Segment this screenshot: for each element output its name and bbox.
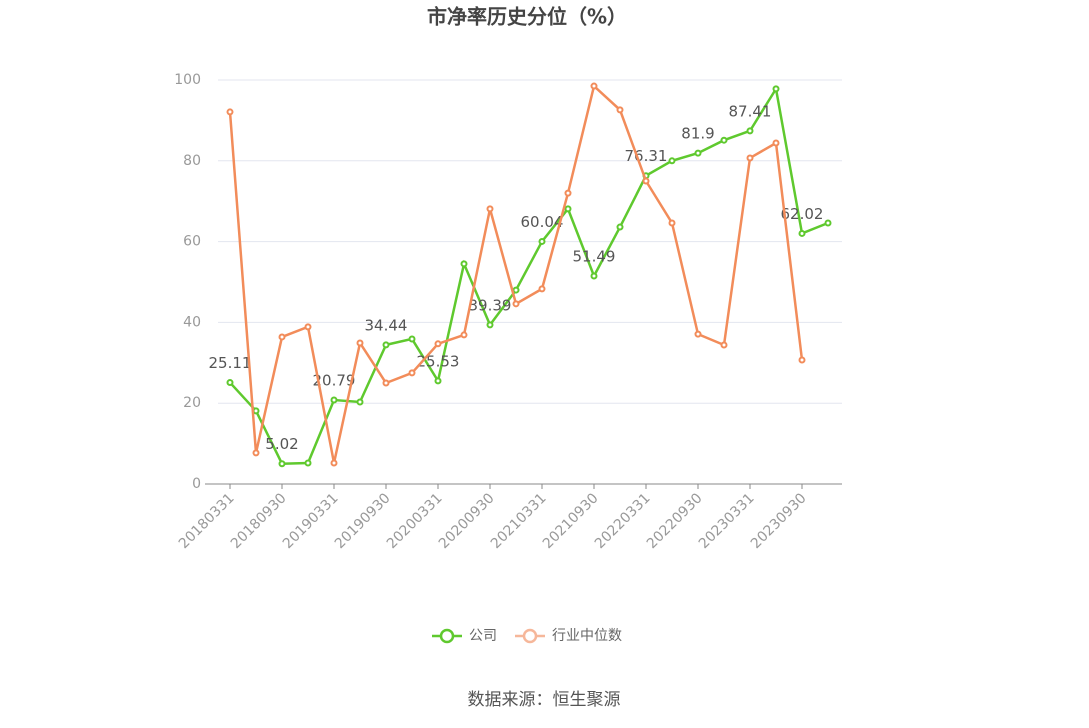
- point: [746, 154, 754, 162]
- point: [564, 205, 572, 213]
- point: [824, 219, 832, 227]
- point: [330, 396, 338, 404]
- legend-marker: [522, 628, 538, 644]
- legend-label: 行业中位数: [552, 628, 622, 644]
- x-tick-label: 20210331: [488, 490, 550, 552]
- point: [330, 459, 338, 467]
- point: [434, 377, 442, 385]
- legend-marker: [439, 628, 455, 644]
- x-tick-label: 20220930: [644, 490, 706, 552]
- value-label: 5.02: [265, 435, 298, 453]
- point: [460, 260, 468, 268]
- point: [356, 339, 364, 347]
- legend-item[interactable]: 行业中位数: [515, 628, 622, 644]
- point: [278, 333, 286, 341]
- legend-label: 公司: [469, 628, 497, 644]
- point: [382, 341, 390, 349]
- point: [226, 379, 234, 387]
- point: [668, 157, 676, 165]
- point: [304, 459, 312, 467]
- point: [694, 330, 702, 338]
- point: [590, 82, 598, 90]
- point: [486, 321, 494, 329]
- point: [772, 85, 780, 93]
- point: [720, 341, 728, 349]
- point: [252, 449, 260, 457]
- point: [512, 286, 520, 294]
- point: [616, 223, 624, 231]
- x-tick-label: 20180930: [228, 490, 290, 552]
- point: [564, 189, 572, 197]
- point: [408, 369, 416, 377]
- x-tick-label: 20200331: [384, 490, 446, 552]
- point: [226, 108, 234, 116]
- legend-item[interactable]: 公司: [432, 628, 497, 644]
- x-tick-label: 20190930: [332, 490, 394, 552]
- point: [772, 139, 780, 147]
- point: [486, 205, 494, 213]
- point: [798, 229, 806, 237]
- point: [694, 149, 702, 157]
- chart-title: 市净率历史分位（%）: [427, 5, 627, 29]
- point: [408, 335, 416, 343]
- point: [590, 272, 598, 280]
- point: [720, 136, 728, 144]
- point: [460, 331, 468, 339]
- x-tick-label: 20180331: [176, 490, 238, 552]
- point: [434, 340, 442, 348]
- x-tick-label: 20190331: [280, 490, 342, 552]
- x-tick-label: 20210930: [540, 490, 602, 552]
- point: [538, 237, 546, 245]
- value-label: 51.49: [573, 247, 616, 265]
- point: [382, 379, 390, 387]
- value-label: 34.44: [365, 316, 408, 334]
- value-label: 76.31: [625, 147, 668, 165]
- value-label: 20.79: [313, 372, 356, 390]
- y-tick-label: 20: [183, 395, 201, 411]
- y-tick-label: 40: [183, 314, 201, 330]
- value-label: 87.41: [729, 102, 772, 120]
- source: 数据来源：恒生聚源: [468, 690, 621, 710]
- point: [278, 460, 286, 468]
- series-line: [229, 85, 829, 465]
- x-tick-label: 20220331: [592, 490, 654, 552]
- point: [746, 127, 754, 135]
- y-tick-label: 0: [192, 476, 201, 492]
- point: [616, 106, 624, 114]
- point: [668, 219, 676, 227]
- point: [538, 285, 546, 293]
- point: [642, 177, 650, 185]
- y-tick-label: 80: [183, 153, 201, 169]
- value-label: 62.02: [781, 205, 824, 223]
- y-tick-label: 100: [174, 72, 201, 88]
- point: [252, 407, 260, 415]
- x-tick-label: 20230930: [748, 490, 810, 552]
- x-tick-label: 20200930: [436, 490, 498, 552]
- x-tick-label: 20230331: [696, 490, 758, 552]
- value-label: 60.04: [521, 213, 564, 231]
- series-line: [228, 83, 804, 464]
- value-label: 25.11: [209, 354, 252, 372]
- value-label: 81.9: [681, 125, 714, 143]
- point: [798, 356, 806, 364]
- value-label: 39.39: [469, 296, 512, 314]
- point: [356, 398, 364, 406]
- point: [512, 300, 520, 308]
- point: [304, 323, 312, 331]
- y-tick-label: 60: [183, 234, 201, 250]
